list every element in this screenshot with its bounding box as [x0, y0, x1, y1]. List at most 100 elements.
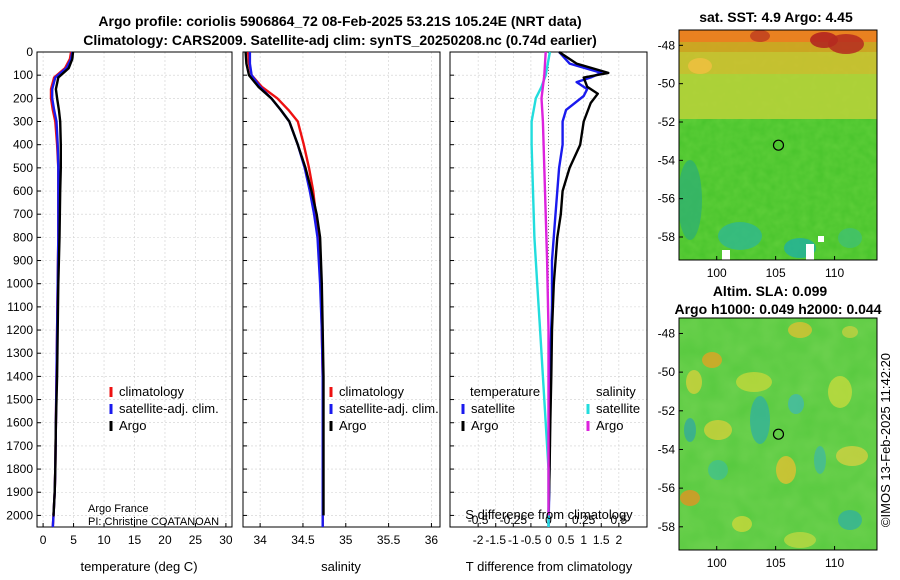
sla-eddy: [838, 510, 862, 530]
sla-eddy: [750, 396, 770, 444]
x-tick-label: 35: [339, 533, 353, 547]
sst-map: [678, 29, 878, 261]
sla-eddy: [732, 516, 752, 532]
x-tick-label: 0: [545, 533, 552, 547]
sst-map-frame: [678, 29, 878, 261]
x-tick-label: -0.5: [521, 533, 542, 547]
sla-eddy: [708, 460, 728, 480]
map-x-tick-label: 105: [766, 266, 786, 280]
sst-band: [679, 74, 877, 119]
series-line-argo: [244, 51, 325, 516]
x-tick-label: 36: [425, 533, 439, 547]
map-y-tick-label: -52: [658, 404, 676, 418]
legend-label: satellite: [596, 401, 640, 416]
difference-panel: -2 -1.5 -1 -0.5 0 0.5 1 1.5 2-0.5 -0.25 0 0.25 0.5sa…: [449, 50, 648, 547]
x2-tick-label: -0.25: [500, 513, 528, 527]
y-tick-label: 1000: [6, 277, 33, 291]
difference-xlabel: T difference from climatology: [466, 559, 633, 574]
sst-cool-patch: [838, 228, 862, 248]
sst-warm-patch: [828, 34, 864, 54]
argo-location-marker: [772, 139, 785, 151]
sla-eddy: [702, 352, 722, 368]
sla-eddy: [836, 446, 868, 466]
sla-map-title-line2: Argo h1000: 0.049 h2000: 0.044: [674, 301, 881, 317]
argo-location-marker: [772, 428, 785, 440]
temperature-xlabel: temperature (deg C): [80, 559, 197, 574]
sst-warm-patch: [688, 58, 712, 74]
sst-cool-patch: [718, 222, 762, 250]
sst-warm-patch: [750, 30, 770, 42]
x2-tick-label: -0.5: [468, 513, 489, 527]
y-tick-label: 400: [13, 138, 33, 152]
sla-eddy: [776, 456, 796, 484]
x-tick-label: 10: [97, 533, 111, 547]
sla-eddy: [686, 370, 702, 394]
series-line-t-satellite: [547, 51, 603, 528]
x-tick-label: 1: [580, 533, 587, 547]
x-tick-label: -1.5: [485, 533, 506, 547]
map-y-tick-label: -54: [658, 442, 676, 456]
sla-map: [678, 317, 878, 551]
y-tick-label: 600: [13, 184, 33, 198]
legend-label: Argo: [596, 418, 623, 433]
map-y-tick-label: -48: [658, 38, 676, 52]
y-tick-label: 1500: [6, 393, 33, 407]
x-tick-label: 0: [40, 533, 47, 547]
map-y-tick-label: -54: [658, 153, 676, 167]
sst-map-title: sat. SST: 4.9 Argo: 4.45: [699, 9, 853, 25]
x-tick-label: 1.5: [593, 533, 610, 547]
sla-map-frame: [678, 317, 878, 551]
map-y-tick-label: -58: [658, 230, 676, 244]
sst-missing-data: [806, 244, 814, 260]
y-tick-label: 1100: [7, 300, 33, 314]
legend-label: Argo: [119, 418, 146, 433]
legend-label: satellite: [471, 401, 515, 416]
x2-tick-label: 0.5: [611, 513, 628, 527]
sla-eddy: [788, 322, 812, 338]
series-line-t-argo: [547, 50, 610, 516]
map-y-tick-label: -48: [658, 326, 676, 340]
y-tick-label: 1200: [6, 323, 33, 337]
map-x-tick-label: 100: [707, 556, 727, 570]
x-tick-label: 0.5: [558, 533, 575, 547]
map-x-tick-label: 110: [825, 266, 844, 280]
y-tick-label: 1300: [6, 346, 33, 360]
sla-eddy: [814, 446, 826, 474]
map-y-tick-label: -58: [658, 520, 676, 534]
y-tick-label: 1700: [6, 439, 33, 453]
y-tick-label: 100: [13, 68, 33, 82]
series-line-climatology: [246, 51, 324, 527]
sla-eddy: [828, 376, 852, 408]
map-y-tick-label: -52: [658, 115, 676, 129]
y-tick-label: 1800: [6, 462, 33, 476]
sst-band: [679, 52, 877, 74]
panel-frame: [36, 51, 233, 528]
sla-eddy: [680, 490, 700, 506]
x-tick-label: -1: [508, 533, 519, 547]
y-tick-label: 300: [13, 115, 33, 129]
legend-label: Argo: [471, 418, 498, 433]
map-y-tick-label: -50: [658, 77, 676, 91]
sla-eddy: [704, 420, 732, 440]
x2-tick-label: 0.25: [572, 513, 596, 527]
x-tick-label: 5: [70, 533, 77, 547]
map-y-tick-label: -56: [658, 192, 676, 206]
map-y-tick-label: -56: [658, 481, 676, 495]
y-tick-label: 2000: [6, 508, 33, 522]
figure-title-line2: Climatology: CARS2009. Satellite-adj cli…: [83, 32, 597, 48]
credit-line2: PI: Christine COATANOAN: [88, 516, 219, 528]
imos-stamp: ©IMOS 13-Feb-2025 11:42:20: [878, 353, 893, 527]
y-tick-label: 1900: [6, 485, 33, 499]
sla-map-title-line1: Altim. SLA: 0.099: [713, 283, 828, 299]
y-tick-label: 1600: [6, 416, 33, 430]
sst-cool-patch: [679, 160, 702, 240]
salinity-xlabel: salinity: [321, 559, 361, 574]
sla-eddy: [842, 326, 858, 338]
series-line-satellite-adj-clim-: [248, 52, 324, 527]
legend-label: satellite-adj. clim.: [339, 401, 439, 416]
sla-eddy: [684, 418, 696, 442]
sla-eddy: [736, 372, 772, 392]
y-tick-label: 1400: [6, 369, 33, 383]
series-line-argo: [52, 51, 75, 517]
map-x-tick-label: 105: [766, 556, 786, 570]
